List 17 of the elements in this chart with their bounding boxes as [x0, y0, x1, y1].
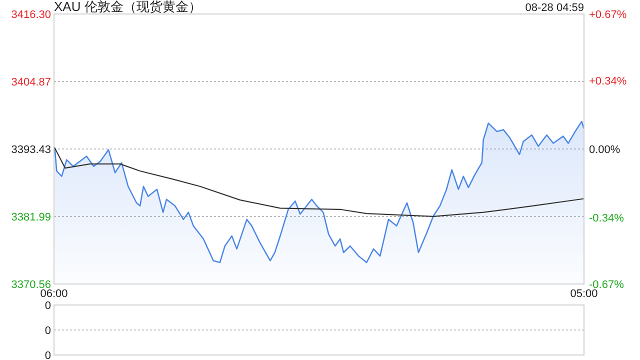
- chart-title: XAU 伦敦金（现货黄金）: [54, 0, 202, 14]
- y2-tick-label: -0.34%: [589, 212, 624, 225]
- y2-tick-label: -0.67%: [589, 279, 624, 291]
- text: 0: [44, 350, 51, 360]
- x-tick-label: 05:00: [570, 288, 598, 300]
- y-tick-label: 3404.87: [11, 76, 51, 88]
- y-tick-label: 3416.30: [11, 9, 51, 21]
- x-tick-label: 06:00: [40, 288, 68, 300]
- text: 0: [44, 325, 51, 337]
- annotation: 08-28 04:59: [525, 2, 584, 14]
- y-tick-label: 3381.99: [11, 212, 51, 224]
- y2-tick-label: +0.34%: [589, 75, 627, 88]
- text: 0: [44, 300, 51, 312]
- y2-tick-label: 0.00%: [589, 144, 620, 156]
- y-tick-label: 3393.43: [11, 144, 51, 156]
- y2-tick-label: +0.67%: [589, 9, 627, 21]
- y-tick-label: 3370.56: [11, 279, 51, 291]
